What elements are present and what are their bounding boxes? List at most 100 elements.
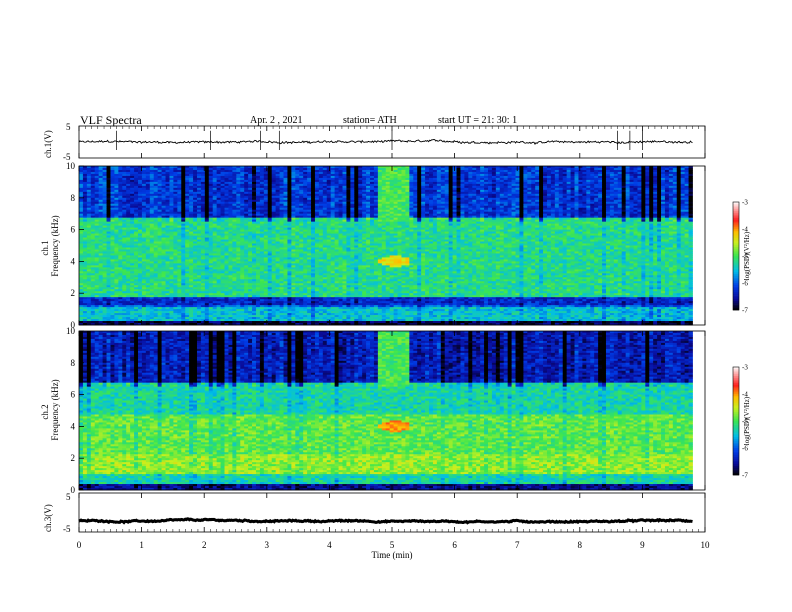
spec1-cell [653, 187, 658, 191]
spec1-cell [389, 193, 394, 197]
spec1-cell [452, 199, 457, 203]
spec1-cell [350, 183, 355, 187]
spec1-cell [252, 199, 257, 203]
spec1-cell [291, 166, 296, 169]
spec1-cell [303, 187, 308, 191]
spec1-cell [141, 195, 147, 199]
spec1-cell [487, 166, 493, 169]
spec1-cell [370, 173, 375, 177]
spec1-cell [82, 187, 88, 191]
spec1-cell [149, 179, 155, 183]
spec1-cell [429, 173, 434, 177]
spec1-cell [554, 197, 560, 201]
spec1-cell [130, 177, 135, 181]
spec1-cell [134, 169, 139, 173]
spec1-cell [259, 199, 265, 203]
spec1-cell [680, 175, 686, 179]
spec1-cell [460, 167, 465, 171]
spec1-cell [385, 189, 391, 193]
spec1-cell [574, 181, 579, 185]
spec1-cell [173, 167, 178, 171]
spec1-cell [590, 185, 595, 189]
spec1-cell [145, 171, 151, 175]
spec1-cell [539, 193, 544, 197]
spec1-cell [417, 191, 422, 195]
spec1-cell [432, 181, 438, 185]
spec1-cell [381, 195, 387, 199]
spec1-cell [299, 185, 304, 189]
spec1-cell [287, 187, 292, 191]
spec1-cell [385, 193, 391, 197]
spec1-cell [523, 181, 528, 185]
spec1-cell [562, 183, 568, 187]
spec1-cell [303, 191, 308, 195]
spec1-cell [582, 177, 587, 181]
spec1-cell [193, 179, 198, 183]
spec1-cell [480, 189, 485, 193]
spec1-cell [499, 175, 505, 179]
spec1-cell [558, 167, 564, 171]
spec1-cell [413, 183, 418, 187]
spec1-cell [275, 183, 280, 187]
spec1-cell [621, 166, 627, 169]
spec1-cell [161, 199, 166, 203]
spec1-cell [464, 175, 469, 179]
spec1-cell [429, 193, 434, 197]
spec1-cell [141, 173, 147, 177]
spec1-cell [531, 179, 536, 183]
spec1-cell [90, 167, 96, 171]
spec1-cell [303, 189, 308, 193]
spec1-cell [617, 171, 623, 175]
spec1-cell [531, 195, 536, 199]
spec1-cell [248, 197, 253, 201]
spec1-cell [456, 183, 461, 187]
spec1-cell [224, 181, 229, 185]
spec1-cell [362, 171, 367, 175]
spec1-cell [224, 179, 229, 183]
spec1-cell [244, 179, 249, 183]
spec1-cell [582, 166, 587, 169]
spec1-cell [94, 179, 100, 183]
spec1-cell [291, 171, 296, 175]
spec1-cell [460, 183, 465, 187]
spec1-cell [649, 195, 654, 199]
spec1-cell [295, 179, 300, 183]
spec1-cell [464, 199, 469, 203]
spec1-cell [318, 191, 324, 195]
spec1-cell [558, 195, 564, 199]
spec1-cell [362, 197, 367, 201]
spec1-cell [397, 195, 402, 199]
spec1-cell [240, 189, 245, 193]
spec1-cell [417, 175, 422, 179]
spec1-cell [385, 181, 391, 185]
spec1-cell [244, 187, 249, 191]
spec1-cell [330, 175, 336, 179]
spec1-cell [338, 197, 343, 201]
spec1-cell [362, 175, 367, 179]
spec1-cell [248, 191, 253, 195]
spec1-cell [216, 181, 221, 185]
spec1-cell [625, 173, 630, 177]
spec1-cell [346, 166, 351, 169]
spec1-cell [405, 195, 410, 199]
spec1-cell [244, 175, 249, 179]
spec1-cell [554, 189, 560, 193]
spec1-cell [322, 189, 328, 193]
spec1-cell [515, 187, 520, 191]
spec1-cell [429, 197, 434, 201]
spec1-cell [590, 199, 595, 203]
spec1-cell [90, 181, 96, 185]
spec1-cell [590, 167, 595, 171]
spec1-cell [366, 175, 371, 179]
spec1-cell [484, 173, 489, 177]
spec1-cell [86, 167, 92, 171]
spec1-cell [106, 189, 111, 193]
spec1-cell [377, 197, 383, 201]
spec1-cell [657, 187, 662, 191]
spec1-cell [381, 185, 387, 189]
spec1-cell [519, 199, 524, 203]
spec1-cell [417, 171, 422, 175]
spec1-cell [102, 166, 107, 169]
spec1-cell [598, 171, 603, 175]
spec1-cell [377, 181, 383, 185]
